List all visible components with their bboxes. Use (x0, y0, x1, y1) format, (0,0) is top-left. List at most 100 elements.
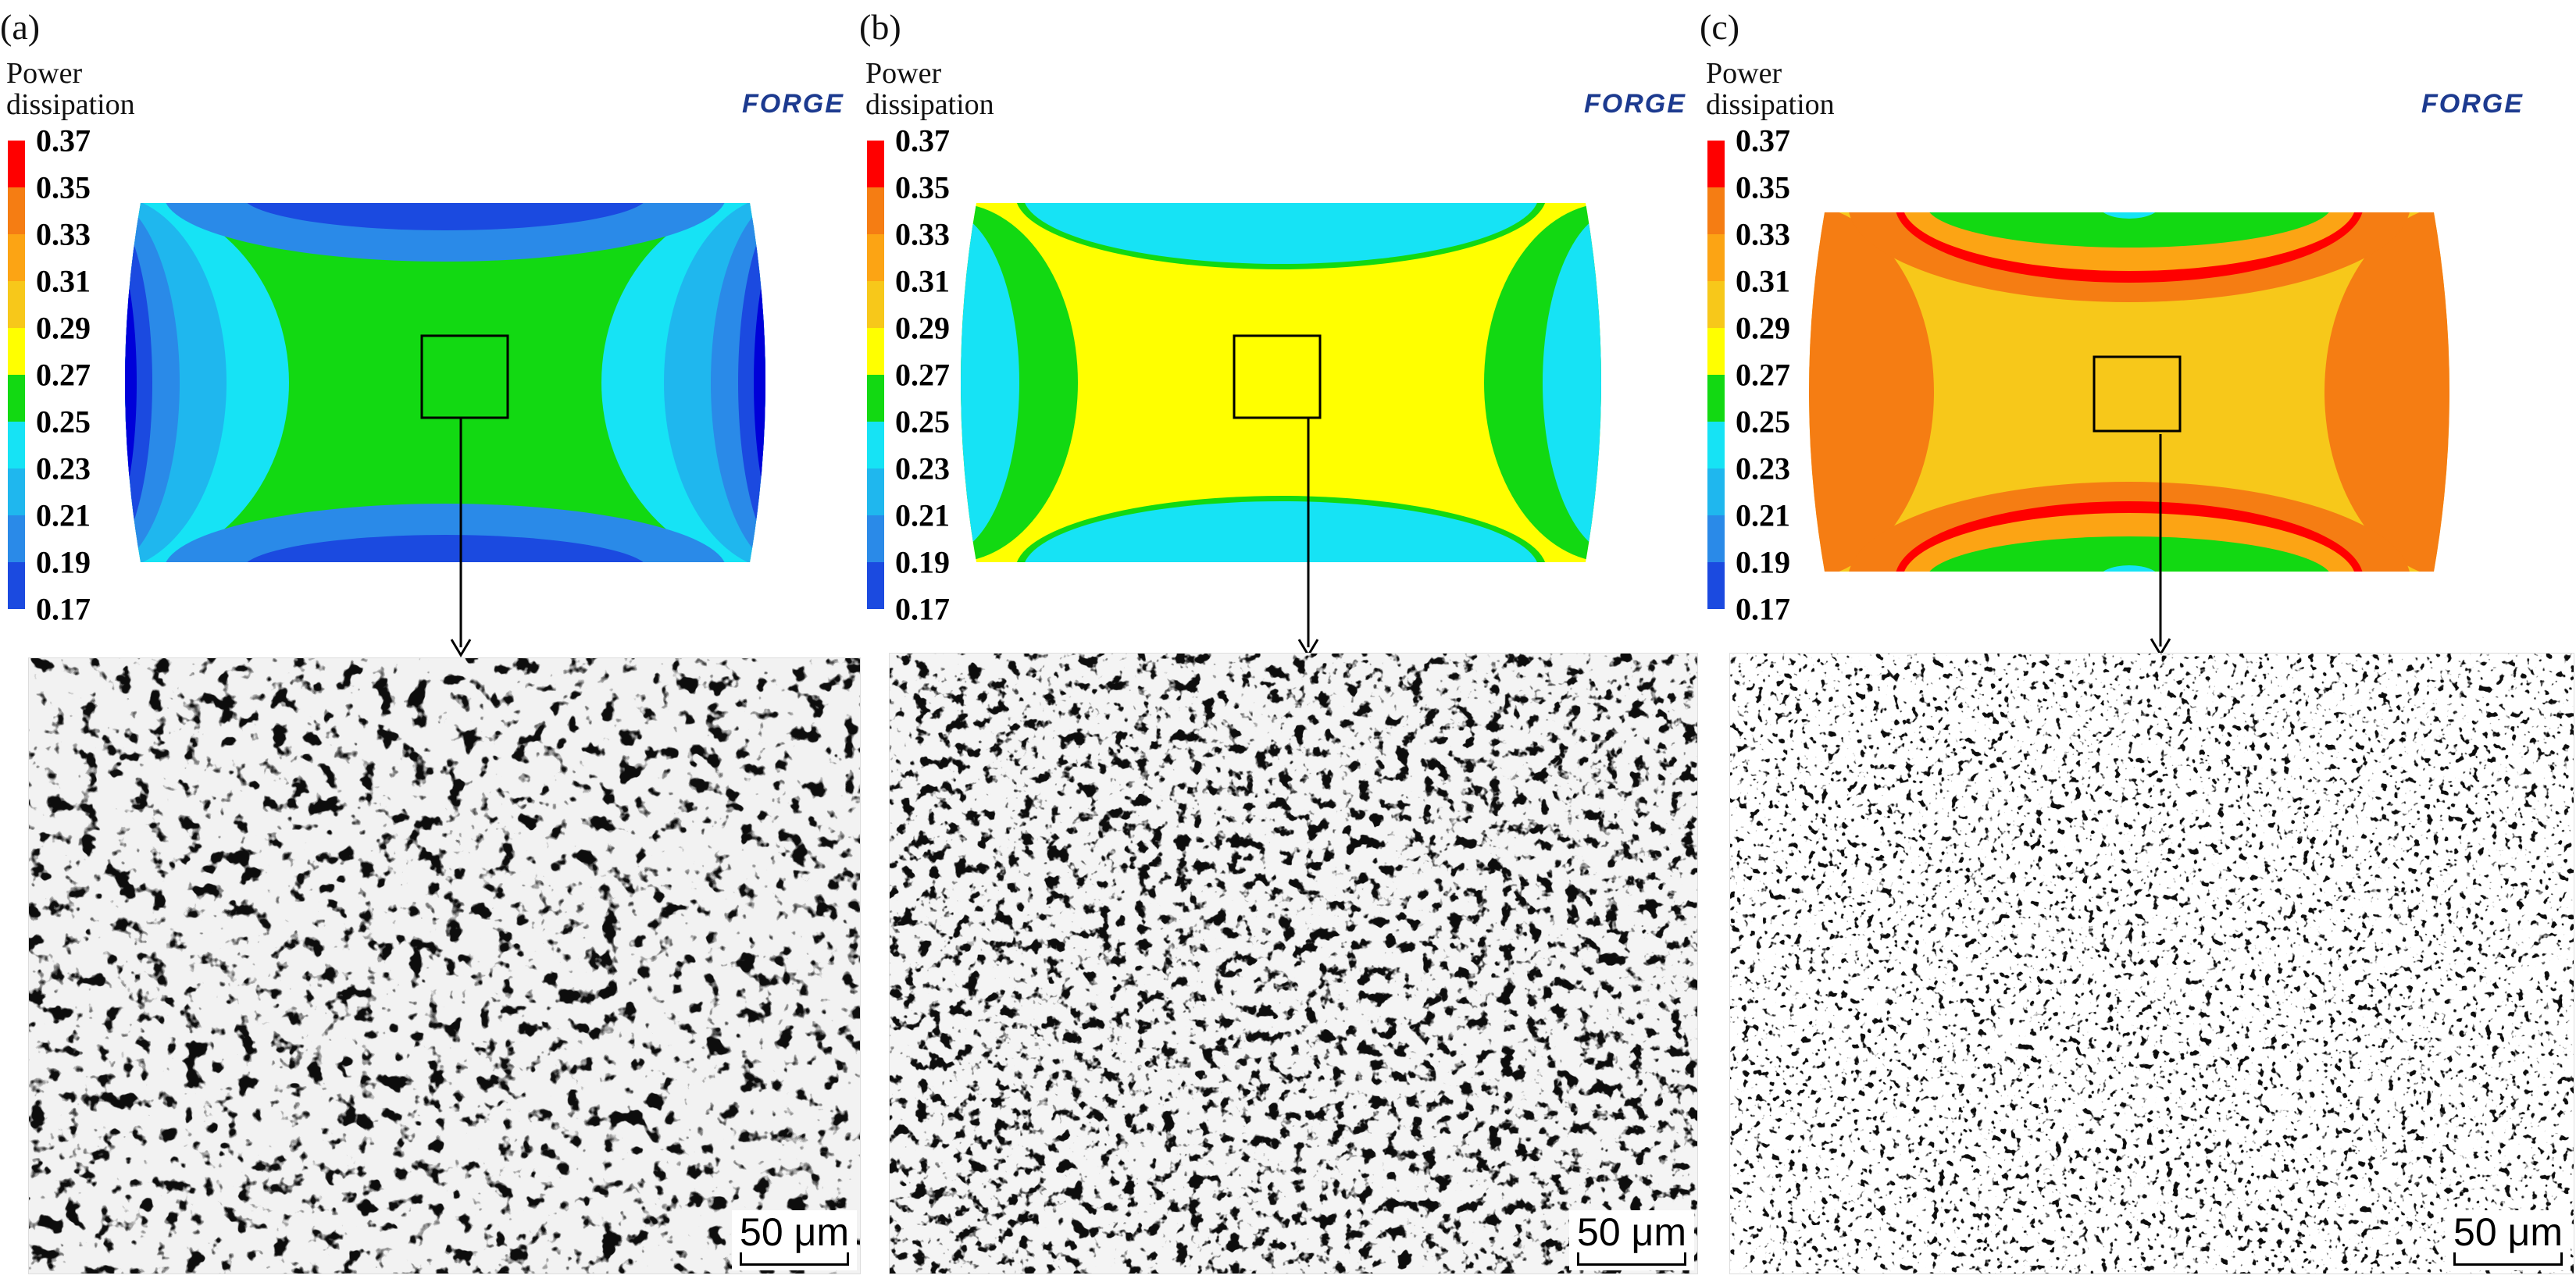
legend-swatch (8, 562, 25, 609)
micrograph-image (29, 658, 860, 1274)
legend-tick-label: 0.21 (895, 497, 950, 533)
legend-swatch (8, 234, 25, 281)
legend-swatch (867, 515, 884, 562)
legend-tick-label: 0.25 (895, 404, 950, 440)
map-side-region (1809, 212, 1934, 572)
legend-tick-label: 0.35 (1736, 169, 1790, 205)
legend-swatch (1707, 234, 1725, 281)
arrow-down-icon (450, 417, 472, 657)
forge-logo: FORGE (2421, 89, 2524, 119)
legend-tick-label: 0.35 (36, 169, 91, 205)
legend-swatch (8, 375, 25, 422)
power-dissipation-map (125, 203, 765, 562)
scale-bar: 50 μm (732, 1210, 857, 1270)
legend-tick-label: 0.29 (1736, 310, 1790, 346)
legend-swatch (1707, 422, 1725, 468)
legend-swatch (867, 281, 884, 328)
map-cap-region (1926, 536, 2332, 572)
micrograph: 50 μm (889, 653, 1698, 1274)
legend-title: Power dissipation (1706, 57, 1835, 121)
color-legend-bar (8, 141, 25, 609)
map-cap-region (1023, 203, 1539, 264)
legend-swatch (8, 422, 25, 468)
legend-swatch (867, 375, 884, 422)
panel-label: (a) (0, 7, 41, 47)
legend-swatch (867, 141, 884, 187)
legend-swatch (8, 515, 25, 562)
legend-swatch (1707, 187, 1725, 234)
panel-b: (b) Power dissipation 0.37 0.35 0.33 0.31 0.… (859, 0, 1703, 1286)
legend-swatch (8, 141, 25, 187)
micrograph-image (1730, 654, 2574, 1274)
map-side-region (1484, 203, 1601, 562)
legend-swatch (1707, 281, 1725, 328)
legend-tick-label: 0.31 (36, 263, 91, 299)
color-legend-bar (1707, 141, 1725, 609)
legend-tick-label: 0.25 (1736, 404, 1790, 440)
color-legend-bar (867, 141, 884, 609)
forge-logo: FORGE (1584, 89, 1686, 119)
legend-swatch (1707, 468, 1725, 515)
legend-swatch (8, 187, 25, 234)
scale-bar: 50 μm (1569, 1210, 1694, 1270)
map-side-region (2324, 212, 2449, 572)
arrow-down-icon (1297, 417, 1319, 657)
scale-bar: 50 μm (2446, 1210, 2571, 1270)
legend-tick-label: 0.37 (895, 123, 950, 159)
panel-a: (a) Power dissipation 0.37 0.35 0.33 0.31 0.… (0, 0, 861, 1286)
micrograph: 50 μm (28, 657, 861, 1274)
legend-swatch (867, 234, 884, 281)
legend-tick-label: 0.37 (36, 123, 91, 159)
region-of-interest-box (2093, 355, 2182, 433)
legend-tick-label: 0.17 (36, 591, 91, 627)
legend-swatch (1707, 515, 1725, 562)
legend-swatch (8, 328, 25, 375)
legend-swatch (867, 328, 884, 375)
map-side-region (961, 203, 1078, 562)
region-of-interest-box (1233, 334, 1322, 419)
legend-tick-label: 0.31 (1736, 263, 1790, 299)
map-cap-region (164, 203, 726, 262)
legend-swatch (8, 468, 25, 515)
legend-swatch (867, 422, 884, 468)
legend-tick-label: 0.29 (36, 310, 91, 346)
legend-title: Power dissipation (865, 57, 994, 121)
micrograph: 50 μm (1729, 653, 2574, 1274)
legend-tick-label: 0.37 (1736, 123, 1790, 159)
legend-swatch (1707, 141, 1725, 187)
legend-swatch (1707, 328, 1725, 375)
region-of-interest-box (420, 334, 509, 419)
legend-tick-label: 0.19 (36, 544, 91, 580)
legend-tick-label: 0.23 (1736, 451, 1790, 486)
legend-tick-label: 0.27 (895, 357, 950, 393)
legend-tick-label: 0.17 (1736, 591, 1790, 627)
micrograph-image (890, 654, 1697, 1274)
legend-tick-label: 0.33 (895, 216, 950, 252)
map-cap-region (242, 535, 648, 562)
map-side-region (961, 211, 1019, 554)
map-cap-region (1023, 501, 1539, 562)
legend-swatch (867, 468, 884, 515)
legend-swatch (867, 562, 884, 609)
legend-tick-label: 0.19 (895, 544, 950, 580)
map-side-region (1543, 211, 1601, 554)
legend-tick-label: 0.21 (1736, 497, 1790, 533)
legend-swatch (867, 187, 884, 234)
power-dissipation-map (961, 203, 1601, 562)
panel-label: (b) (859, 7, 901, 47)
legend-swatch (1707, 562, 1725, 609)
map-side-region (754, 226, 765, 539)
legend-title: Power dissipation (6, 57, 135, 121)
map-cap-region (164, 504, 726, 562)
panel-label: (c) (1700, 7, 1740, 47)
arrow-down-icon (2150, 434, 2171, 657)
legend-swatch (8, 281, 25, 328)
legend-tick-label: 0.33 (1736, 216, 1790, 252)
legend-tick-label: 0.21 (36, 497, 91, 533)
legend-swatch (1707, 375, 1725, 422)
legend-tick-label: 0.27 (1736, 357, 1790, 393)
legend-tick-label: 0.25 (36, 404, 91, 440)
legend-tick-label: 0.17 (895, 591, 950, 627)
map-cap-region (1926, 212, 2332, 248)
legend-tick-label: 0.29 (895, 310, 950, 346)
